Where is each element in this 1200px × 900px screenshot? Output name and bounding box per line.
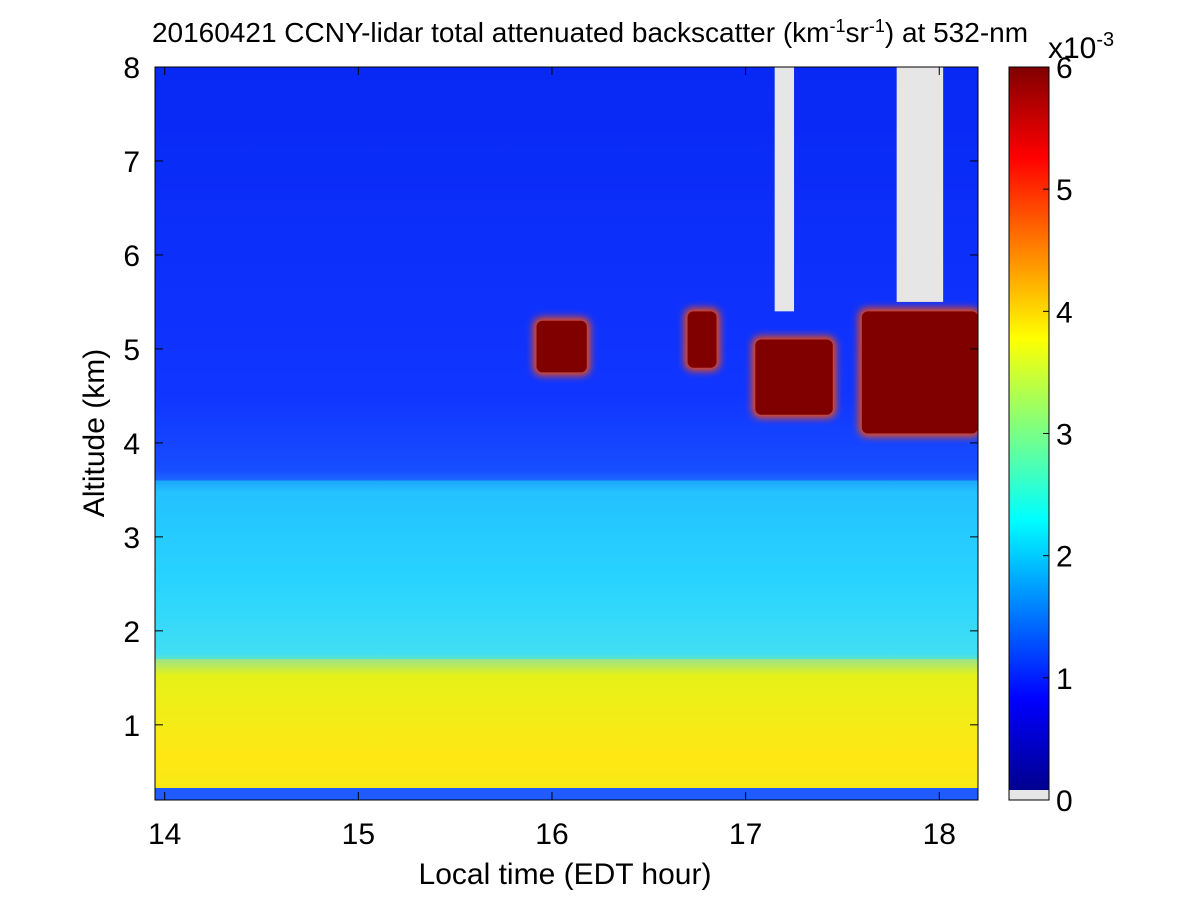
y-tick-label: 2 [123,616,140,649]
colorbar-ticks: 0 1 2 3 4 5 6 [1043,52,1073,818]
surface-blind-zone [155,788,978,800]
colorbar-tick-label: 2 [1056,541,1073,574]
y-axis: 1 2 3 4 5 6 7 8 [123,52,978,743]
y-tick-label: 3 [123,522,140,555]
x-tick-label: 17 [729,818,762,851]
heatmap-layer [155,659,978,800]
y-tick-label: 7 [123,146,140,179]
colorbar-gradient [1009,67,1049,790]
cloud-region [536,320,587,373]
x-axis: 14 15 16 17 18 [148,67,956,851]
colorbar-tick-label: 1 [1056,663,1073,696]
colorbar-missing-swatch [1009,790,1049,800]
heatmap-background [155,67,978,800]
cloud-region [755,339,833,415]
y-tick-label: 5 [123,334,140,367]
x-tick-label: 15 [342,818,375,851]
cloud-region [687,311,717,368]
colorbar-tick-label: 6 [1056,52,1073,85]
colorbar-exponent: x10-3 [1048,29,1114,65]
colorbar: 0 1 2 3 4 5 6 x10-3 [1008,29,1114,818]
missing-data-regions [774,67,944,312]
cloud-region [861,311,978,434]
chart-title: 20160421 CCNY-lidar total attenuated bac… [152,16,1028,48]
heatmap-plot-area [155,67,978,800]
y-tick-label: 1 [123,710,140,743]
missing-data-region [896,67,944,302]
y-tick-label: 4 [123,428,140,461]
colorbar-tick-label: 4 [1056,296,1073,329]
colorbar-tick-label: 5 [1056,174,1073,207]
colorbar-tick-label: 0 [1056,785,1073,818]
heatmap-layers [155,67,978,800]
x-axis-label: Local time (EDT hour) [419,858,712,891]
missing-data-region [774,67,795,312]
colorbar-tick-label: 3 [1056,419,1073,452]
x-tick-label: 16 [535,818,568,851]
heatmap-layer [155,480,978,660]
y-tick-label: 6 [123,240,140,273]
y-tick-label: 8 [123,52,140,85]
x-tick-label: 18 [923,818,956,851]
y-axis-label: Altitude (km) [78,349,111,517]
plot-frame [154,66,979,801]
x-tick-label: 14 [148,818,181,851]
heatmap-layer [155,67,978,481]
cloud-regions [533,308,978,437]
